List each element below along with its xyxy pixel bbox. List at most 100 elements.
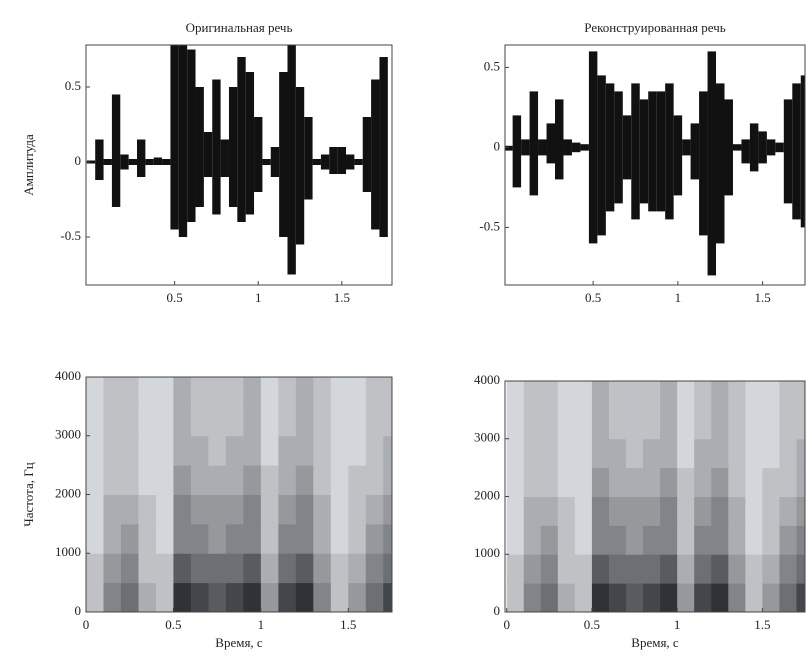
spectrogram-cell (506, 409, 525, 440)
spectrogram-cell (796, 525, 805, 555)
spectrogram-cell (243, 523, 262, 554)
waveform-segment (379, 57, 388, 237)
spectrogram-cell (626, 467, 644, 497)
spectrogram-cell (694, 525, 712, 555)
y-tick-label: 1000 (474, 545, 500, 560)
spectrogram-cell (779, 409, 797, 440)
spectrogram-cell (574, 409, 593, 440)
spectrogram-cell (313, 523, 332, 554)
spectrogram-cell (626, 381, 644, 411)
spectrogram-cell (278, 553, 297, 584)
waveform-segment (95, 139, 104, 180)
spectrogram-cell (103, 523, 122, 554)
spectrogram-cell (383, 377, 392, 407)
spectrogram-cell (677, 583, 695, 612)
spectrogram-cell (557, 409, 576, 440)
spectrogram-cell (260, 406, 279, 437)
x-tick-label: 1.5 (755, 290, 771, 305)
spectrogram-cell (608, 525, 627, 555)
spectrogram-cell (660, 438, 678, 469)
spectrogram-cell (540, 381, 559, 411)
spectrogram-cell (762, 496, 780, 526)
spectrogram-cell (313, 582, 332, 612)
spectrogram-cell (796, 409, 805, 440)
spectrogram-cell (383, 582, 392, 612)
spectrogram-cell (745, 525, 763, 555)
spectrogram-cell (330, 406, 349, 437)
spectrogram-cell (796, 467, 805, 497)
waveform-segment (665, 83, 674, 220)
spectrogram-cell (506, 583, 525, 612)
spectrogram-cell (557, 554, 576, 584)
spectrogram-cell (591, 438, 610, 469)
spectrogram-cell (260, 377, 279, 407)
spectrogram-cell (278, 582, 297, 612)
y-axis-label: Частота, Гц (21, 462, 36, 526)
spectrogram-cell (190, 553, 209, 584)
spectrogram-cell (608, 438, 627, 469)
waveform-segment (546, 123, 555, 164)
y-axis-label: Амплитуда (21, 134, 36, 196)
spectrogram-cell (523, 438, 542, 469)
y-tick-label: 0 (75, 153, 82, 168)
spectrogram-cell (86, 582, 104, 612)
spectrogram-cell (694, 496, 712, 526)
spectrogram-cell (745, 381, 763, 411)
spectrogram-cell (120, 523, 139, 554)
spectrogram-cell (608, 409, 627, 440)
spectrogram-cell (711, 496, 729, 526)
spectrogram-cell (523, 496, 542, 526)
spectrogram-cell (278, 435, 297, 466)
x-tick-label: 1.5 (754, 617, 770, 632)
spectrogram-cell (295, 553, 314, 584)
spectrogram-cell (330, 377, 349, 407)
spectrogram-cell (677, 467, 695, 497)
plot-area (506, 381, 805, 612)
spectrogram-cell (278, 494, 297, 525)
spectrogram-cell (86, 494, 104, 525)
spectrogram-cell (540, 554, 559, 584)
spectrogram-cell (243, 553, 262, 584)
spectrogram-cell (225, 435, 244, 466)
waveform-segment (371, 79, 380, 230)
y-tick-label: 3000 (474, 430, 500, 445)
spectrogram-cell (591, 409, 610, 440)
spectrogram-cell (660, 467, 678, 497)
spectrogram-cell (243, 582, 262, 612)
spectrogram-cell (557, 381, 576, 411)
x-axis-label: Время, с (631, 635, 679, 650)
chart-title: Оригинальная речь (186, 20, 293, 35)
y-tick-label: 4000 (55, 368, 81, 383)
waveform-segment (128, 159, 137, 165)
spectrogram-cell (260, 435, 279, 466)
y-tick-label: 0 (75, 603, 82, 618)
spectrogram-cell (711, 525, 729, 555)
spectrogram-cell (557, 467, 576, 497)
panel: 0.5 1 1.5 -0.5 0 0.5 Оригинальная речь Амплитуд… (21, 20, 393, 305)
x-tick-label: 0.5 (584, 617, 600, 632)
spectrogram-cell (762, 583, 780, 612)
waveform-segment (716, 83, 725, 244)
spectrogram-cell (643, 496, 661, 526)
spectrogram-cell (728, 381, 746, 411)
spectrogram-cell (383, 553, 392, 584)
spectrogram-cell (190, 582, 209, 612)
waveform-segment (724, 99, 733, 196)
spectrogram-cell (278, 406, 297, 437)
waveform-segment (563, 139, 572, 156)
spectrogram-cell (120, 377, 139, 407)
spectrogram-cell (762, 438, 780, 469)
waveform-segment (605, 83, 615, 212)
waveform-segment (690, 123, 700, 180)
waveform-segment (648, 91, 657, 212)
spectrogram-cell (660, 381, 678, 411)
spectrogram-cell (762, 381, 780, 411)
spectrogram-cell (173, 465, 192, 495)
waveform-segment (262, 159, 271, 165)
spectrogram-cell (103, 377, 122, 407)
spectrogram-cell (728, 525, 746, 555)
spectrogram-cell (694, 409, 712, 440)
waveform-segment (749, 123, 759, 172)
spectrogram-cell (138, 377, 157, 407)
